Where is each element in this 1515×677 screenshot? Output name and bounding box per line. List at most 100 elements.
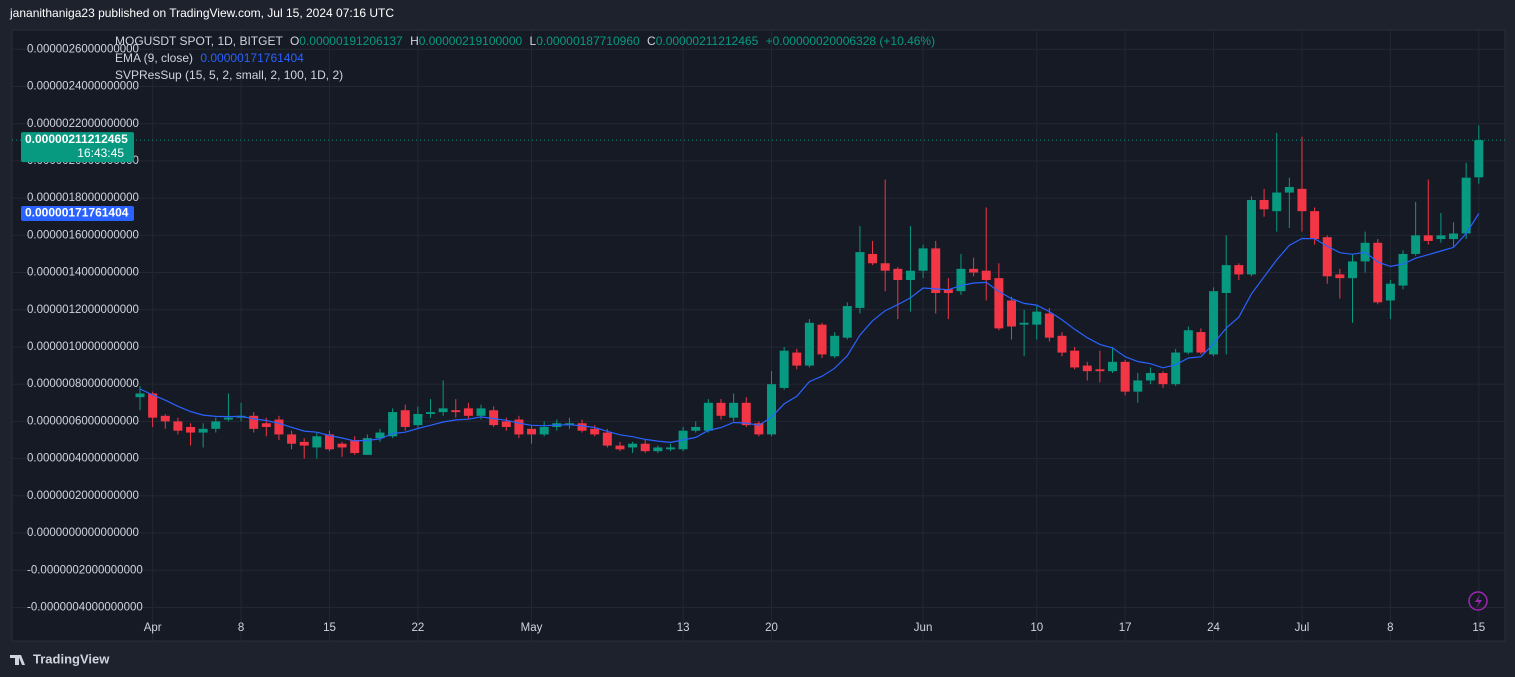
- x-tick-label: Jul: [1295, 622, 1310, 634]
- ema-tag: [21, 205, 134, 221]
- y-tick-label: 0.0000024000000000: [27, 81, 139, 93]
- candle-body: [198, 428, 208, 433]
- candle-body: [918, 248, 928, 271]
- candle-body: [1411, 235, 1421, 254]
- candle-body: [1385, 283, 1395, 301]
- candle-body: [628, 443, 638, 448]
- last-price-tag: [21, 132, 134, 163]
- candle-body: [842, 306, 852, 338]
- x-tick-label: Jun: [914, 622, 933, 634]
- candle-body: [577, 423, 587, 431]
- candle-body: [463, 408, 473, 416]
- candle-body: [1044, 313, 1054, 338]
- candle-body: [1297, 188, 1307, 212]
- candle-body: [590, 428, 600, 435]
- y-tick-label: -0.0000002000000000: [27, 564, 143, 576]
- candle-body: [173, 421, 183, 431]
- candle-body: [1070, 350, 1080, 368]
- candle-body: [602, 432, 612, 446]
- candle-body: [514, 419, 524, 435]
- candle-body: [539, 426, 549, 435]
- alert-icon[interactable]: [1468, 591, 1488, 611]
- candle-body: [1259, 200, 1269, 210]
- candle-body: [653, 447, 663, 452]
- candle-body: [1120, 361, 1130, 392]
- candle-body: [943, 289, 953, 294]
- y-tick-label: 0.0000018000000000: [27, 192, 139, 204]
- candle-body: [476, 408, 486, 416]
- candle-body: [413, 413, 423, 426]
- candle-body: [223, 417, 233, 420]
- candle-body: [1183, 330, 1193, 353]
- candle-body: [337, 443, 347, 448]
- candle-body: [1423, 235, 1433, 241]
- candle-body: [994, 278, 1004, 329]
- candle-body: [1019, 322, 1029, 325]
- candle-body: [779, 350, 789, 388]
- brand: TradingView: [33, 651, 110, 666]
- candle-body: [1246, 200, 1256, 275]
- candle-body: [287, 434, 297, 444]
- candle-body: [729, 402, 739, 418]
- candle-body: [350, 440, 360, 454]
- candle-body: [931, 248, 941, 294]
- candle-body: [312, 436, 322, 448]
- candle-body: [1461, 177, 1471, 234]
- y-tick-label: 0.0000000000000000: [27, 527, 139, 539]
- candle-body: [1006, 300, 1016, 327]
- candle-body: [1196, 332, 1206, 353]
- candle-body: [691, 426, 701, 431]
- candle-body: [299, 441, 309, 446]
- candle-body: [1449, 233, 1459, 240]
- x-tick-label: 10: [1030, 622, 1043, 634]
- candle-body: [274, 419, 284, 435]
- ema-line: [139, 213, 1480, 444]
- legend-ohlc: MOGUSDT SPOT, 1D, BITGET O0.000001912061…: [115, 34, 935, 48]
- candle-body: [817, 324, 827, 355]
- candle-body: [1108, 361, 1118, 372]
- candle-body: [969, 268, 979, 273]
- candle-body: [438, 408, 448, 413]
- candle-body: [1436, 235, 1446, 240]
- alert-bolt: [1475, 595, 1482, 608]
- candle-body: [1032, 311, 1042, 325]
- ohlc-key: L: [530, 34, 537, 48]
- x-tick-label: Apr: [144, 622, 162, 634]
- candle-body: [1373, 242, 1383, 303]
- y-tick-label: 0.0000002000000000: [27, 490, 139, 502]
- candle-body: [160, 415, 170, 422]
- y-tick-label: 0.0000006000000000: [27, 415, 139, 427]
- candle-body: [1221, 265, 1231, 294]
- x-tick-label: 17: [1119, 622, 1132, 634]
- candle-body: [1209, 291, 1219, 355]
- candle-body: [1310, 211, 1320, 240]
- candle-body: [1057, 335, 1067, 353]
- x-tick-label: 20: [765, 622, 778, 634]
- ohlc-value: 0.00000219100000: [419, 34, 523, 48]
- candle-body: [1145, 373, 1155, 381]
- ohlc-key: H: [410, 34, 419, 48]
- candle-body: [1347, 261, 1357, 279]
- ema-label: 0.00000171761404: [25, 206, 129, 220]
- candle-body: [1234, 265, 1244, 275]
- y-tick-label: 0.0000016000000000: [27, 229, 139, 241]
- candle-body: [489, 410, 499, 426]
- candle-body: [527, 428, 537, 435]
- candle-body: [615, 445, 625, 450]
- candle-body: [956, 268, 966, 292]
- candle-body: [665, 447, 675, 450]
- x-tick-label: 15: [323, 622, 336, 634]
- candle-body: [1095, 369, 1105, 372]
- y-tick-label: -0.0000004000000000: [27, 601, 143, 613]
- brand-logo: [10, 655, 25, 665]
- x-tick-label: 22: [411, 622, 424, 634]
- y-tick-label: 0.0000026000000000: [27, 43, 139, 55]
- change: +0.00000020006328 (+10.46%): [766, 34, 935, 48]
- candle-body: [1322, 237, 1332, 277]
- candle-body: [1284, 186, 1294, 193]
- candle-body: [1133, 380, 1143, 392]
- candle-body: [501, 421, 511, 427]
- countdown: 16:43:45: [77, 146, 124, 160]
- x-tick-label: 15: [1472, 622, 1485, 634]
- x-tick-label: May: [521, 622, 543, 634]
